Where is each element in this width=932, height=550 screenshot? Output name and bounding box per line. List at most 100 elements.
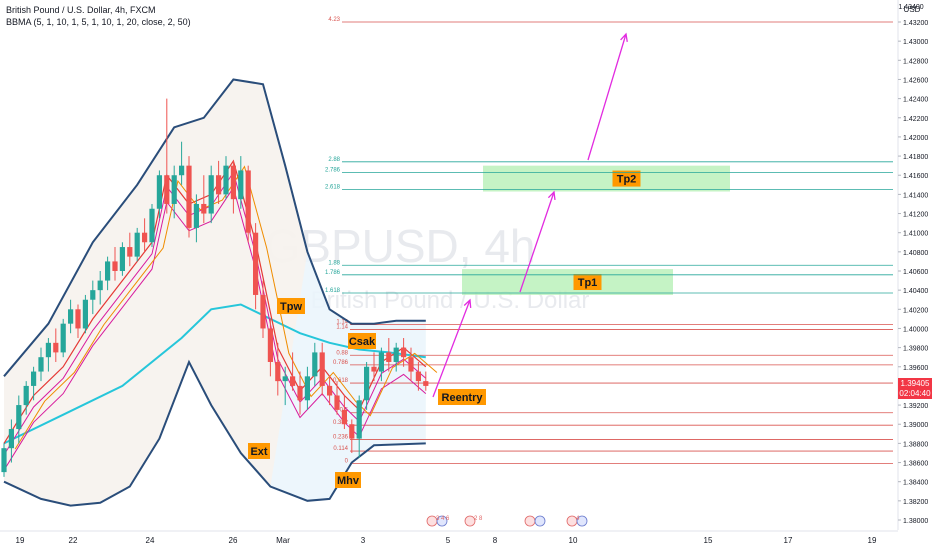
projection-arrow <box>587 33 627 161</box>
indicator-lines <box>3 78 438 507</box>
axis-top-label: 1.43400 <box>898 4 923 11</box>
fib-label: 0.88 <box>336 350 348 356</box>
candle-body <box>408 357 414 372</box>
candle-body <box>386 352 392 362</box>
candle-body <box>423 381 429 386</box>
candle-body <box>68 309 74 324</box>
price-tick-label: 1.38000 <box>903 518 928 525</box>
candle-body <box>8 429 14 449</box>
indicator-legend[interactable]: BBMA (5, 1, 10, 1, 5, 1, 10, 1, 20, clos… <box>6 17 191 27</box>
target-zone <box>462 269 673 295</box>
candle-body <box>290 376 296 386</box>
candle-body <box>297 385 303 401</box>
event-flag-icon <box>436 515 448 527</box>
projection-arrows <box>432 32 628 398</box>
fib-label: 0 <box>345 458 349 464</box>
annotation-box <box>277 298 305 314</box>
projection-arrow <box>519 191 555 293</box>
candle-body <box>327 385 333 396</box>
symbol-title[interactable]: British Pound / U.S. Dollar, 4h, FXCM <box>6 5 156 15</box>
price-tick-label: 1.40600 <box>903 269 928 276</box>
candle-body <box>201 203 207 214</box>
fib-label: 0.382 <box>333 420 349 426</box>
price-tick-label: 1.41200 <box>903 212 928 219</box>
candle-body <box>164 175 170 204</box>
fib-label: 4.23 <box>328 17 340 23</box>
candle-body <box>16 405 22 430</box>
price-tick-label: 1.43000 <box>903 39 928 46</box>
event-flag-icon <box>464 515 476 527</box>
time-tick-label: 24 <box>146 536 155 545</box>
price-tick-label: 1.39000 <box>903 422 928 429</box>
candle-body <box>208 175 214 214</box>
price-tick-label: 1.41000 <box>903 231 928 238</box>
price-tick-label: 1.40000 <box>903 326 928 333</box>
band-area-warm <box>4 79 308 506</box>
candle-body <box>23 385 29 406</box>
price-tick-label: 1.39200 <box>903 403 928 410</box>
price-tick-label: 1.41400 <box>903 192 928 199</box>
price-tick-label: 1.42200 <box>903 116 928 123</box>
price-ticks: 1.43200 1.43000 1.42800 1.42600 1.42400 1.422… <box>898 20 928 525</box>
event-count: 3 4 6 <box>436 516 450 522</box>
upper-band <box>3 78 426 377</box>
candle-body <box>216 175 222 195</box>
ma50-line <box>3 303 426 445</box>
price-axis[interactable]: 1.43400 USD <box>897 0 924 530</box>
fib-label: 1.618 <box>325 288 341 294</box>
price-tick-label: 1.38800 <box>903 441 928 448</box>
candle-body <box>238 170 244 200</box>
fib-label: 0.114 <box>333 446 348 452</box>
current-price: 1.39405 <box>901 379 930 388</box>
candle-body <box>60 323 66 353</box>
candle-body <box>356 400 362 439</box>
ma-orange-line <box>14 165 438 450</box>
candle-body <box>149 208 155 243</box>
fib-label: 2.88 <box>328 157 340 163</box>
time-ticks: 19 22 24 26 Mar 3 5 8 10 15 17 19 <box>16 536 877 545</box>
arrow-head <box>620 32 628 43</box>
candle-body <box>334 395 340 410</box>
candle-body <box>275 361 281 382</box>
annotation-box <box>248 443 270 459</box>
fib-label: 0.786 <box>333 360 349 366</box>
candle-body <box>112 261 118 271</box>
candle-body <box>371 366 377 372</box>
candle-body <box>134 232 140 257</box>
candle-body <box>171 175 177 204</box>
candle-body <box>282 376 288 382</box>
price-tick-label: 1.38600 <box>903 461 928 468</box>
annotation-box <box>335 472 361 488</box>
price-tick-label: 1.39800 <box>903 346 928 353</box>
candle-body <box>53 342 59 353</box>
candle-body <box>105 261 111 281</box>
fib-label: 1.786 <box>325 270 341 276</box>
price-tick-label: 1.40400 <box>903 288 928 295</box>
candle-body <box>415 371 421 382</box>
arrow-head <box>547 190 556 201</box>
candle-body <box>38 357 44 372</box>
candle-body <box>245 170 251 233</box>
candle-body <box>82 299 88 329</box>
candle-body <box>75 309 81 329</box>
candle-body <box>90 290 96 300</box>
candle-body <box>267 328 273 362</box>
event-flag-icon <box>524 515 536 527</box>
symbol-watermark: GBPUSD, 4h British Pound / U.S. Dollar <box>265 220 590 314</box>
annotation-box <box>348 333 376 349</box>
candle-body <box>260 294 266 329</box>
annotations: Tpw Ext Csak Mhv Reentry <box>248 298 486 488</box>
zone-label: Tp1 <box>578 277 598 289</box>
time-tick-label: 8 <box>493 536 498 545</box>
candle-body <box>349 424 355 439</box>
projection-arrow <box>432 299 471 398</box>
annotation-label: Csak <box>349 336 376 348</box>
time-tick-label: 15 <box>704 536 713 545</box>
time-tick-label: 19 <box>868 536 877 545</box>
fib-label: 0.236 <box>333 435 349 441</box>
target-zones: Tp1 Tp2 <box>462 165 730 295</box>
candle-body <box>312 352 318 377</box>
event-count: 4 <box>576 516 580 522</box>
price-tick-label: 1.43200 <box>903 20 928 27</box>
